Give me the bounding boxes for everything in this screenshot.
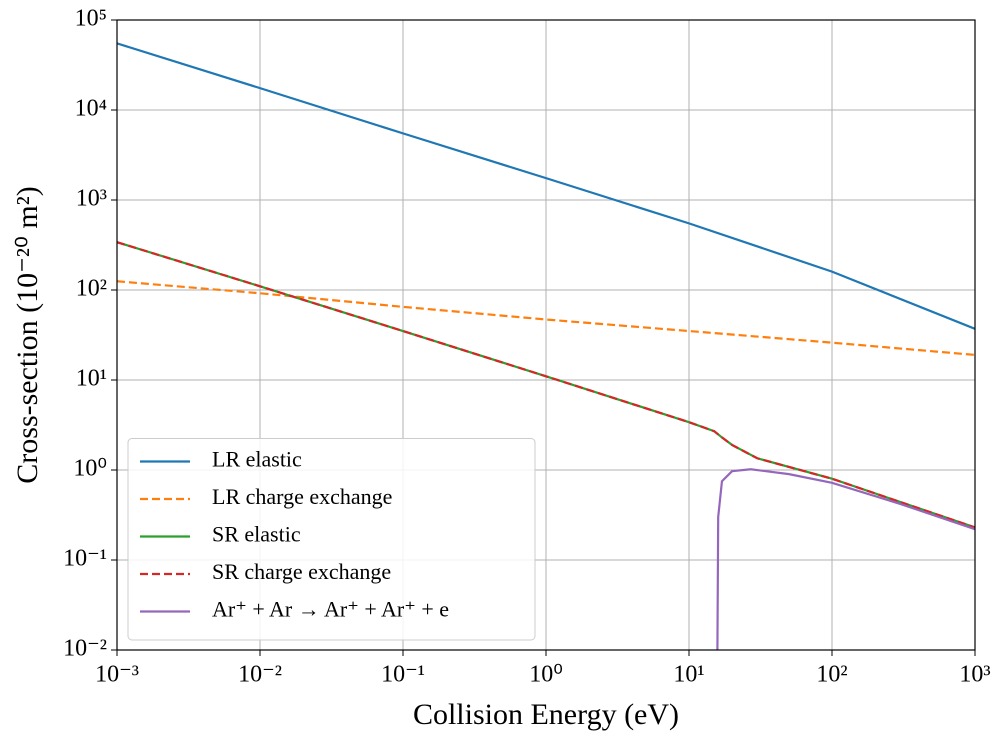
- x-tick-label: 10⁻²: [238, 662, 282, 688]
- legend-box: [127, 438, 536, 641]
- x-tick-label: 10⁻³: [95, 662, 139, 688]
- series-line: [117, 241, 975, 529]
- ticks: 10⁻³ 10⁻² 10⁻¹ 10⁰ 10¹ 10² 10³10⁻²10⁻¹10⁰10¹10…: [63, 6, 990, 688]
- y-tick-label: 10⁵: [75, 6, 107, 32]
- series-line: [117, 42, 975, 330]
- x-tick-label: 10⁻¹: [381, 662, 425, 688]
- legend: LR elastic LR charge exchange SR elastic SR…: [127, 438, 536, 641]
- x-tick-label: 10³: [959, 662, 990, 688]
- y-tick-label: 10²: [76, 276, 107, 302]
- legend-label: LR elastic: [212, 447, 302, 472]
- legend-label: SR elastic: [212, 522, 301, 547]
- y-axis-label: Cross-section (10⁻²⁰ m²): [11, 186, 44, 483]
- legend-label: SR charge exchange: [212, 559, 391, 584]
- plot-lines: [117, 42, 975, 650]
- legend-label: LR charge exchange: [212, 484, 392, 509]
- series-line: [716, 468, 975, 650]
- y-tick-label: 10¹: [76, 366, 107, 392]
- legend-label: Ar⁺ + Ar → Ar⁺ + Ar⁺ + e: [212, 597, 449, 622]
- x-tick-label: 10⁰: [529, 662, 563, 688]
- x-tick-label: 10¹: [673, 662, 704, 688]
- x-axis-label: Collision Energy (eV): [413, 698, 679, 731]
- y-tick-label: 10³: [76, 186, 107, 212]
- y-tick-label: 10⁻¹: [63, 546, 107, 572]
- y-tick-label: 10⁴: [75, 96, 107, 122]
- y-tick-label: 10⁻²: [63, 636, 107, 662]
- y-tick-label: 10⁰: [73, 456, 107, 482]
- x-tick-label: 10²: [816, 662, 847, 688]
